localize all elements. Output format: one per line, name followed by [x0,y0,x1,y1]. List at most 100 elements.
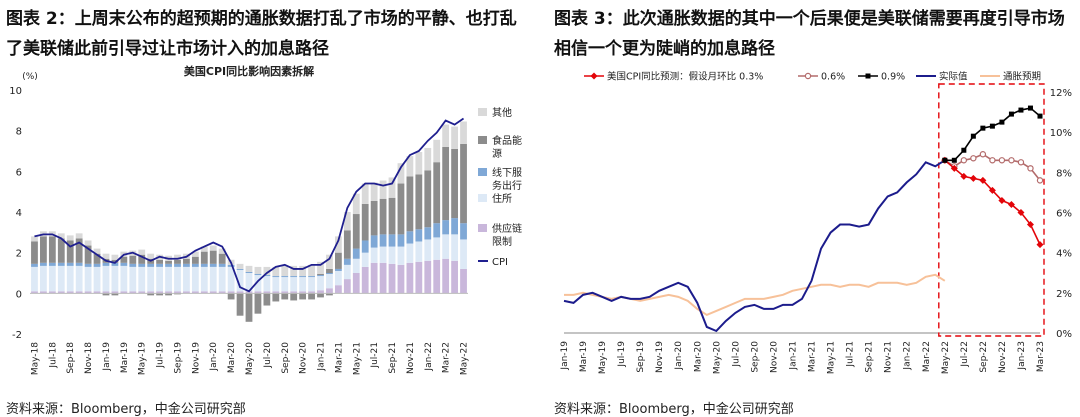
legend-label-line2: 务出行 [492,179,522,192]
scenario-06-point [1027,165,1034,172]
bar-segment-other [272,266,280,277]
bar-segment-food-energy [129,255,137,264]
legend-label: 线下服 [492,166,522,179]
bar-segment-shelter [433,237,441,260]
bar-segment-offline-services [308,276,315,278]
legend-label: 住所 [492,192,512,205]
legend-label-actual: 实际值 [939,71,968,83]
x-tick-label: May-20 [712,341,722,374]
bar-segment-food-energy [156,259,164,264]
bar-segment-supply-chain [424,260,432,294]
x-tick-label: Sep-21 [865,341,875,373]
bar-segment-supply-chain [57,291,65,294]
y-tick-label: 4 [16,208,22,219]
bar-segment-other [263,266,271,276]
bar-segment-offline-services [361,240,369,253]
bar-segment-supply-chain [191,291,199,294]
bar-segment-other [147,253,155,259]
bar-segment-offline-services [370,235,378,248]
bar-segment-offline-services [191,263,199,267]
y-tick-label: 8 [16,127,22,138]
legend-label-line2: 源 [492,147,502,160]
bar-segment-food-energy [200,251,208,264]
x-tick-label: Mar-21 [808,341,818,372]
bar-segment-food-energy [66,240,74,263]
bar-segment-supply-chain [388,263,396,294]
cpi-decomposition-chart: 美国CPI同比影响因素拆解 (%) -2 0 2 4 6 8 10 May-18 Jul-18 Sep… [9,64,522,375]
bar-segment-supply-chain [317,290,324,294]
bar-segment-offline-services [433,223,441,238]
bar-segment-offline-services [120,262,128,266]
bar-segment-supply-chain [442,258,450,294]
x-tick-label: Jul-19 [156,342,166,369]
bar-segment-supply-chain [209,291,217,294]
scenario-03-point [1026,221,1034,229]
x-tick-label: Nov-20 [769,341,779,373]
scenario-03-point [988,186,996,194]
x-tick-label: May-20 [245,342,255,375]
bar-segment-negative [236,293,244,316]
y-tick-label: 10 [9,86,22,97]
cpi-scenario-chart: 0% 2% 4% 6% 8% 10% 12% Jan-19 Mar-19 May-19 Jul-19… [560,71,1072,375]
bar-segment-supply-chain [48,291,56,294]
bar-segment-food-energy [93,253,101,264]
bar-segment-shelter [156,266,164,292]
bar-segment-food-energy [138,254,146,264]
bar-segment-supply-chain [174,291,181,294]
x-tick-label: Jan-20 [674,341,684,371]
x-tick-label: Mar-19 [120,342,130,373]
y-tick-label-right: 8% [1056,168,1072,179]
bar-segment-shelter [48,265,56,292]
bar-segment-supply-chain [102,291,110,294]
bar-segment-food-energy [209,250,217,264]
scenario-03-point [950,164,958,172]
x-tick-label: Mar-22 [922,341,932,372]
bar-segment-other [433,139,441,163]
bar-segment-negative [290,293,298,301]
bar-segment-other [361,183,369,204]
bar-segment-offline-services [317,275,324,277]
x-tick-label: Nov-22 [998,341,1008,373]
scenario-09-point [961,147,967,153]
bar-segment-offline-services [460,223,467,240]
bar-segment-other [451,126,458,149]
bar-segment-food-energy [352,214,360,249]
bar-segment-supply-chain [361,266,369,294]
bar-segment-shelter [57,265,65,292]
y-tick-label-right: 12% [1050,88,1072,99]
bar-segment-other [352,193,360,215]
scenario-03-line [944,159,1041,245]
bar-segment-negative [326,293,333,296]
bar-segment-food-energy [40,236,47,263]
bar-segment-supply-chain [227,291,235,294]
bar-segment-offline-services [451,218,458,235]
bar-segment-offline-services [334,268,342,271]
legend-label: CPI [492,257,508,268]
bar-segment-food-energy [361,203,369,241]
bar-segment-negative [147,293,155,296]
bar-segment-other [174,254,181,260]
x-tick-label: Jul-20 [731,341,741,368]
bar-segment-supply-chain [218,291,226,294]
bar-segment-food-energy [343,230,351,259]
x-tick-label: Jan-22 [424,342,434,372]
bar-segment-offline-services [66,262,74,266]
bar-segment-food-energy [370,200,378,236]
bar-segment-negative [272,293,280,302]
bar-segment-negative [254,293,262,314]
x-tick-label: Sep-20 [281,342,291,374]
bar-segment-offline-services [129,263,137,267]
bar-segment-food-energy [451,148,458,219]
bar-segment-supply-chain [352,273,360,294]
bar-segment-supply-chain [254,291,262,294]
bar-segment-offline-services [254,274,262,276]
bar-segment-supply-chain [120,291,128,294]
bar-segment-other [66,235,74,241]
bar-segment-offline-services [272,276,280,278]
scenario-09-point [999,119,1005,125]
bar-segment-offline-services [388,234,396,247]
x-tick-label: Mar-22 [442,342,452,373]
bar-segment-food-energy [326,268,333,273]
bar-segment-supply-chain [245,291,253,294]
bar-segment-shelter [165,266,172,292]
